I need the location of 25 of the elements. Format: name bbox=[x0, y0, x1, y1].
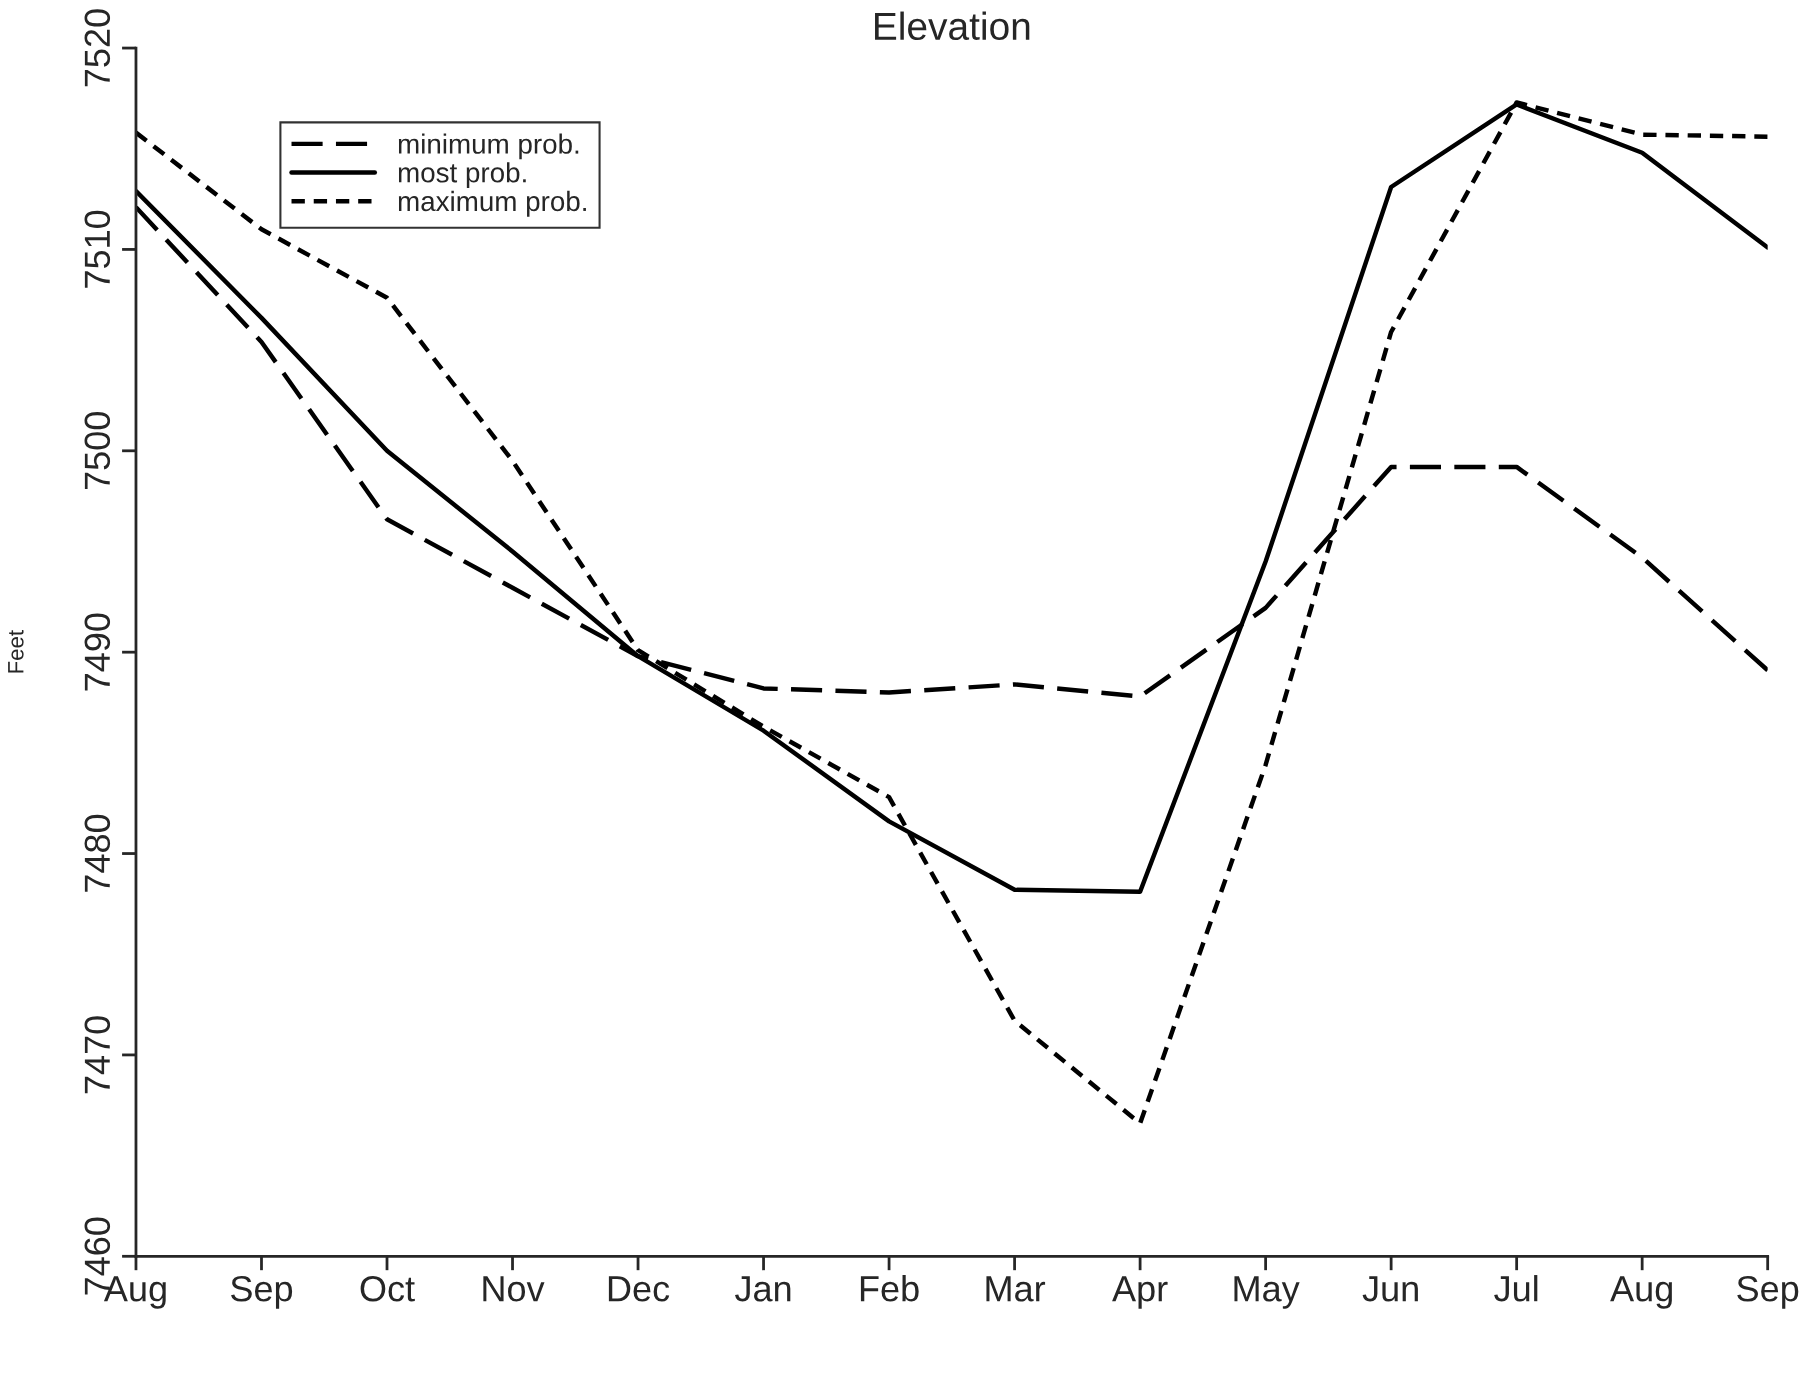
y-tick-label: 7480 bbox=[84, 814, 111, 892]
x-tick-label: Aug bbox=[1610, 1276, 1672, 1309]
y-tick-label: 7490 bbox=[84, 613, 111, 691]
x-tick-label: Jan bbox=[735, 1276, 791, 1302]
y-axis-title: Feet bbox=[8, 630, 24, 673]
x-tick-label: Jun bbox=[1362, 1276, 1418, 1302]
y-tick-label: 7500 bbox=[84, 412, 111, 490]
y-tick-label: 7510 bbox=[84, 210, 111, 288]
x-tick-label: Nov bbox=[483, 1276, 545, 1302]
x-tick-label: Oct bbox=[360, 1276, 415, 1302]
x-tick-label: Sep bbox=[1737, 1276, 1799, 1309]
line-series bbox=[135, 100, 1768, 1126]
x-tick-label: Feb bbox=[860, 1275, 919, 1302]
chart-title: Elevation bbox=[875, 11, 1030, 41]
x-tick-label: May bbox=[1234, 1276, 1300, 1309]
legend-label: minimum prob. bbox=[398, 133, 579, 160]
x-tick-label: Apr bbox=[1112, 1276, 1168, 1309]
legend-label: maximum prob. bbox=[398, 190, 586, 217]
legend-label: most prob. bbox=[398, 162, 526, 189]
y-tick-label: 7520 bbox=[84, 9, 111, 87]
x-tick-label: Sep bbox=[231, 1276, 293, 1309]
x-tick-label: Dec bbox=[608, 1276, 670, 1302]
x-tick-label: Jul bbox=[1494, 1275, 1538, 1302]
x-tick-label: Mar bbox=[986, 1276, 1046, 1302]
y-tick-label: 7470 bbox=[84, 1016, 111, 1094]
